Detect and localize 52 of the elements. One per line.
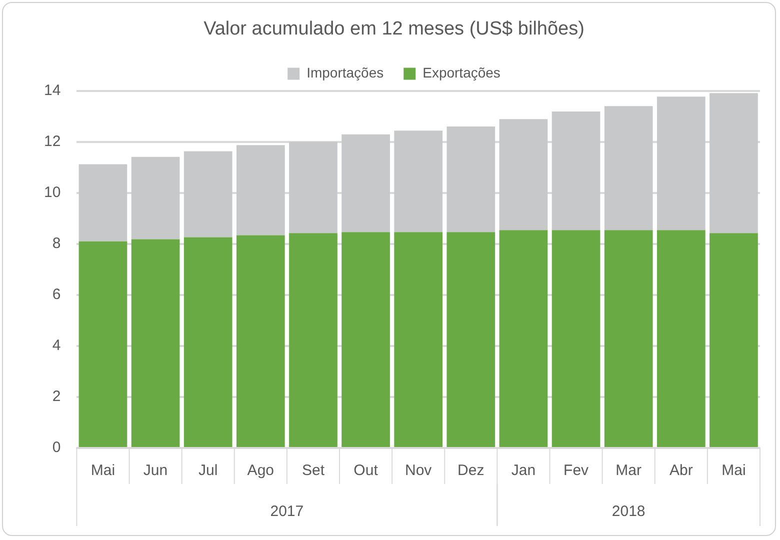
- y-tick-label: 12: [44, 132, 61, 150]
- y-tick-label: 0: [52, 439, 61, 456]
- bar: [184, 237, 232, 447]
- x-tick-label: Mai: [90, 462, 116, 480]
- legend-label: Importações: [306, 64, 384, 81]
- bar: [394, 130, 443, 232]
- bar: [289, 233, 338, 447]
- x-tick-label: Abr: [669, 462, 693, 480]
- bar: [604, 106, 653, 230]
- bar: [184, 151, 232, 238]
- bar: [446, 126, 496, 232]
- bar: [289, 142, 338, 234]
- legend-label: Exportações: [422, 64, 500, 81]
- bar: [552, 230, 600, 447]
- y-tick-label: 8: [52, 235, 61, 252]
- x-tick-label: Mai: [722, 462, 746, 480]
- bar: [236, 235, 285, 447]
- bar: [499, 119, 548, 230]
- bar: [552, 111, 600, 230]
- bar: [78, 241, 128, 447]
- bar: [656, 230, 706, 447]
- x-tick-label: Jan: [511, 462, 536, 480]
- y-tick-label: 10: [44, 184, 61, 201]
- bar: [710, 93, 758, 234]
- bar: [499, 230, 548, 447]
- bar: [131, 239, 180, 447]
- y-tick-label: 14: [44, 82, 61, 99]
- text: 2017: [270, 503, 304, 520]
- y-tick-label: 4: [52, 337, 61, 354]
- x-tick-label: Dez: [458, 462, 484, 480]
- x-tick-label: Ago: [247, 462, 274, 480]
- x-tick-label: Set: [302, 462, 326, 480]
- bar: [394, 232, 443, 447]
- bar: [604, 230, 653, 447]
- x-tick-label: Mar: [616, 462, 642, 480]
- text: 2018: [612, 503, 646, 520]
- x-tick-label: Nov: [405, 462, 432, 480]
- bar: [342, 134, 390, 232]
- bar: [342, 232, 390, 447]
- x-tick-label: Jun: [143, 462, 168, 480]
- bar: [78, 164, 128, 242]
- x-tick-label: Jul: [198, 462, 218, 480]
- bar: [656, 96, 706, 230]
- x-tick-label: Out: [354, 462, 379, 480]
- bar: [710, 233, 758, 447]
- bar: [131, 156, 180, 240]
- y-tick-label: 2: [52, 388, 61, 406]
- chart-title: Valor acumulado em 12 meses (US$ bilhões): [204, 18, 584, 40]
- y-tick-label: 6: [52, 286, 61, 304]
- x-tick-label: Fev: [564, 462, 590, 480]
- bar: [236, 145, 285, 236]
- bar: [446, 232, 496, 447]
